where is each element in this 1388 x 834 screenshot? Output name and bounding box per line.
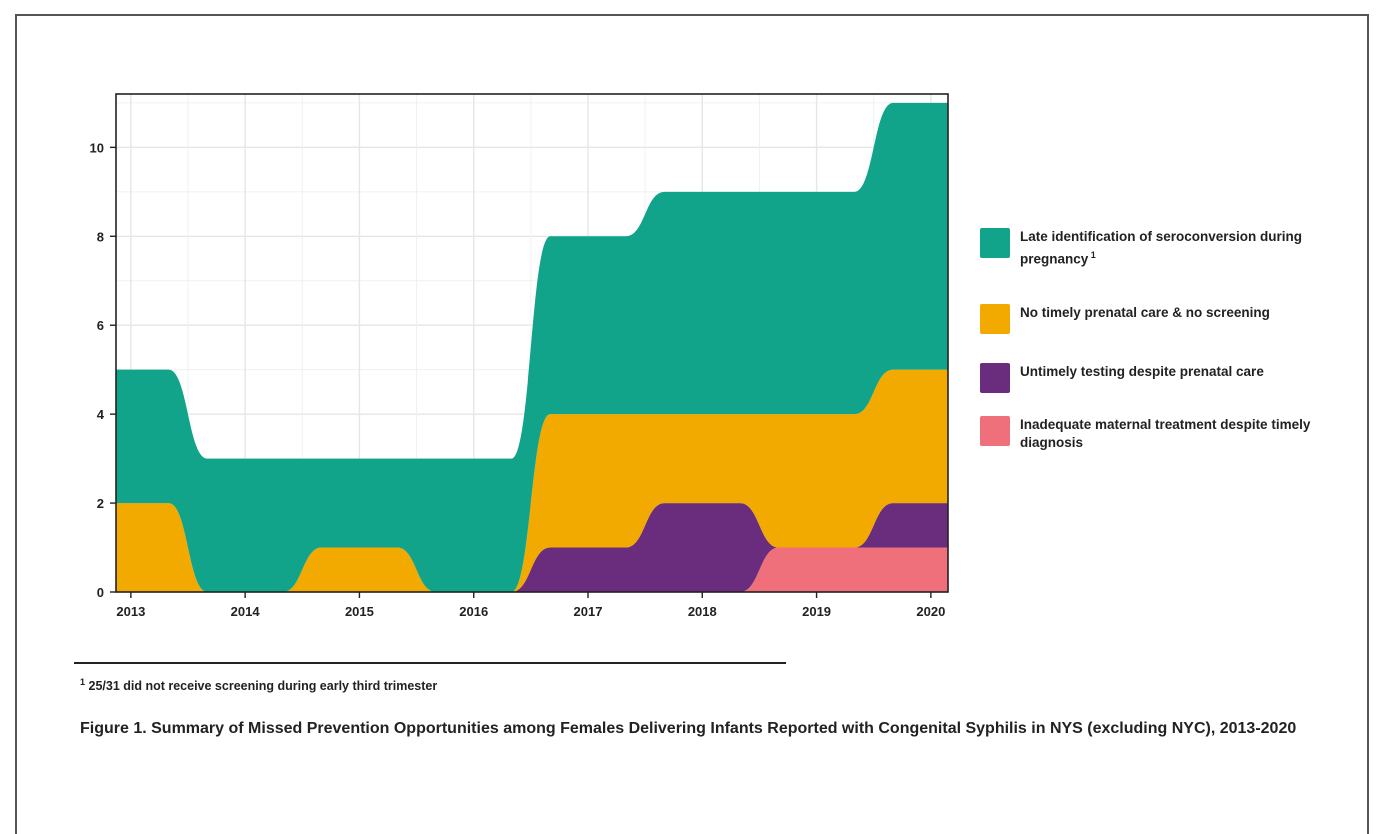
stacked-area-chart: 0 2 4 6 8 10 2013 2014 2015 2016 2017 2018 2019 2020 — [90, 93, 949, 619]
legend-footnote-mark: 1 — [1088, 250, 1096, 260]
x-tick-label: 2014 — [231, 604, 261, 619]
legend-swatch — [980, 363, 1010, 393]
y-tick-label: 10 — [90, 140, 104, 155]
legend-item: Untimely testing despite prenatal care — [980, 363, 1340, 393]
footnote-mark: 1 — [80, 677, 86, 687]
area-series-0 — [116, 547, 948, 592]
y-tick-label: 0 — [97, 585, 104, 600]
figure-frame — [15, 14, 1369, 834]
y-tick-label: 6 — [97, 318, 104, 333]
legend-item: No timely prenatal care & no screening — [980, 304, 1340, 334]
series-areas — [116, 102, 948, 592]
legend-label: Untimely testing despite prenatal care — [1020, 363, 1340, 381]
legend-label: No timely prenatal care & no screening — [1020, 304, 1340, 322]
footnote-text: 25/31 did not receive screening during e… — [85, 679, 438, 694]
x-tick-label: 2020 — [916, 604, 945, 619]
x-tick-label: 2015 — [345, 604, 374, 619]
legend-label: Inadequate maternal treatment despite ti… — [1020, 416, 1340, 452]
x-tick-label: 2016 — [459, 604, 488, 619]
area-series-1 — [116, 503, 948, 592]
area-series-2 — [116, 369, 948, 592]
footnote: 1 25/31 did not receive screening during… — [80, 677, 437, 693]
legend-label-text: Inadequate maternal treatment despite ti… — [1020, 417, 1311, 450]
y-tick-label: 2 — [97, 496, 104, 511]
y-tick-labels: 0 2 4 6 8 10 — [90, 140, 105, 600]
x-tick-label: 2013 — [116, 604, 145, 619]
y-tick-label: 8 — [97, 229, 104, 244]
legend-swatch — [980, 416, 1010, 446]
x-tick-label: 2019 — [802, 604, 831, 619]
legend-label: Late identification of seroconversion du… — [1020, 228, 1340, 269]
x-tick-label: 2017 — [574, 604, 603, 619]
figure-caption: Figure 1. Summary of Missed Prevention O… — [80, 720, 1297, 737]
legend-swatch — [980, 304, 1010, 334]
area-series-3 — [116, 102, 948, 592]
plot-border — [115, 93, 949, 593]
legend-label-text: Untimely testing despite prenatal care — [1020, 364, 1264, 379]
axes — [110, 93, 949, 598]
legend-item: Inadequate maternal treatment despite ti… — [980, 416, 1340, 452]
legend-item: Late identification of seroconversion du… — [980, 228, 1340, 269]
footnote-rule — [74, 662, 786, 664]
x-tick-labels: 2013 2014 2015 2016 2017 2018 2019 2020 — [116, 604, 945, 619]
legend-swatch — [980, 228, 1010, 258]
legend-label-text: No timely prenatal care & no screening — [1020, 305, 1270, 320]
y-tick-label: 4 — [97, 407, 105, 422]
x-tick-label: 2018 — [688, 604, 717, 619]
legend-label-text: Late identification of seroconversion du… — [1020, 229, 1303, 267]
